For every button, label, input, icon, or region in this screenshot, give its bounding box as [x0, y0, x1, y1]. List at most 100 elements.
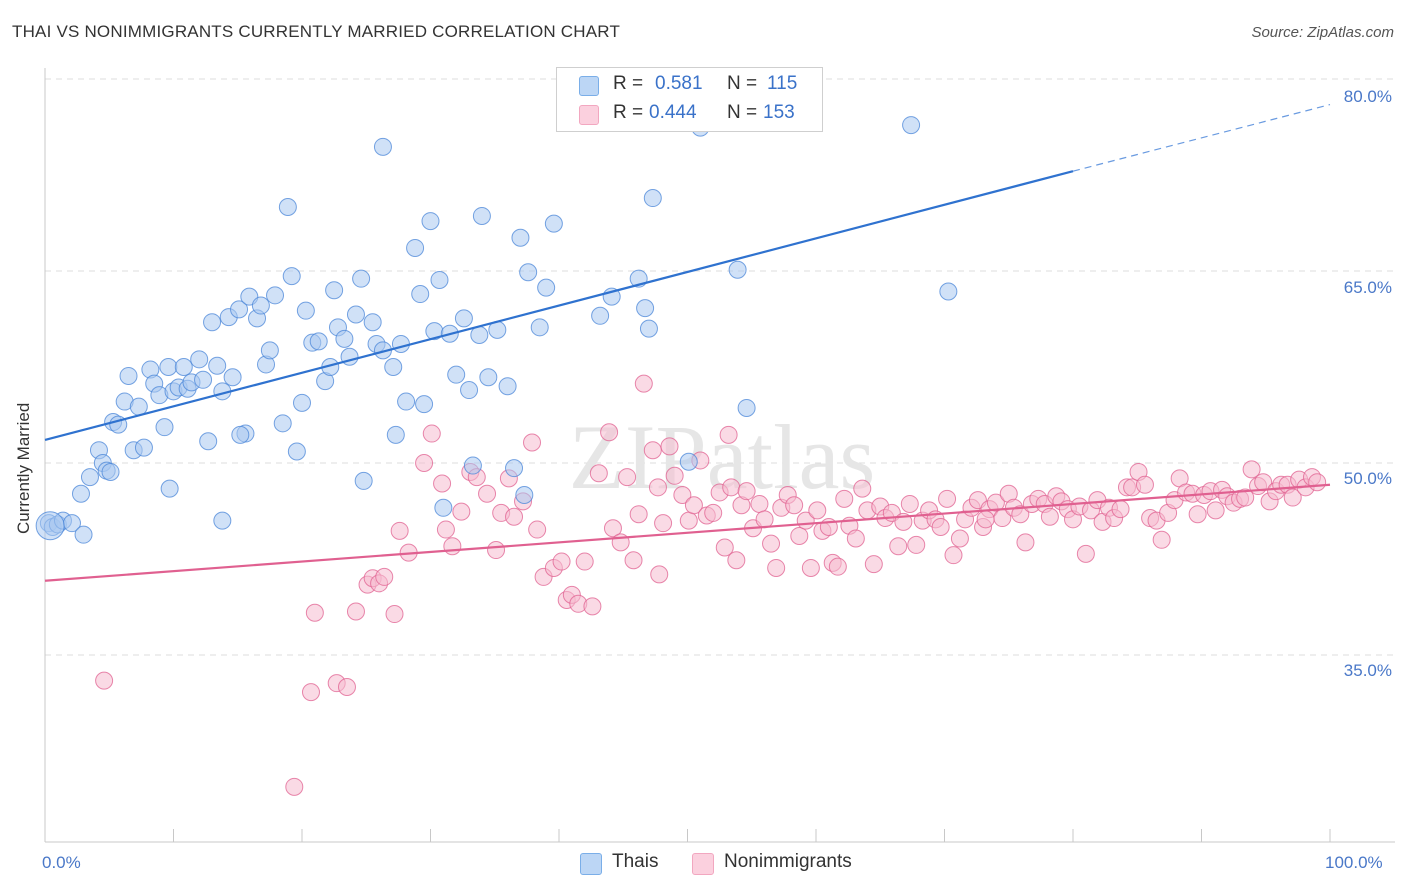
nonimmigrants-point: [790, 526, 809, 545]
nonimmigrants-point: [750, 494, 769, 513]
nonimmigrants-point: [853, 479, 872, 498]
trend-lines: [44, 104, 1331, 582]
thais-point: [354, 471, 373, 490]
thais-point: [479, 368, 498, 387]
nonimmigrants-point: [654, 514, 673, 533]
legend-label-thais: Thais: [612, 851, 659, 872]
nonimmigrants-point: [722, 478, 741, 497]
thais-point: [454, 309, 473, 328]
thais-trend-line: [44, 170, 1074, 442]
series-nonimmigrants: [95, 374, 1327, 796]
nonimmigrants-point: [715, 538, 734, 557]
thais-point: [74, 525, 93, 544]
thais-point: [80, 468, 99, 487]
thais-point: [902, 116, 921, 135]
nonimmigrants-point: [505, 507, 524, 526]
nonimmigrants-point: [650, 565, 669, 584]
nonimmigrants-point: [889, 537, 908, 556]
nonimmigrants-point: [624, 551, 643, 570]
thais-point: [346, 305, 365, 324]
thais-point: [544, 214, 563, 233]
y-tick-label: 80.0%: [1343, 87, 1392, 106]
nonimmigrants-point: [375, 567, 394, 586]
thais-point: [208, 356, 227, 375]
nonimmigrants-point: [900, 494, 919, 513]
thais-point: [251, 296, 270, 315]
thais-point: [472, 206, 491, 225]
thais-point: [434, 498, 453, 517]
legend-swatch-nonimmigrants: [692, 853, 714, 875]
r-value-thais: 0.581: [655, 73, 703, 94]
n-value-thais: 115: [767, 73, 798, 94]
nonimmigrants-point: [684, 496, 703, 515]
n-label: N =: [727, 102, 758, 123]
nonimmigrants-point: [337, 678, 356, 696]
nonimmigrants-point: [634, 374, 653, 393]
nonimmigrants-point: [846, 529, 865, 548]
nonimmigrants-point: [1206, 501, 1225, 520]
thais-point: [71, 484, 90, 503]
nonimmigrants-point: [767, 558, 786, 577]
nonimmigrants-point: [443, 537, 462, 556]
r-value-nonimmigrants: 0.444: [649, 102, 697, 123]
nonimmigrants-point: [390, 521, 409, 540]
nonimmigrants-point: [523, 433, 542, 452]
thais-point: [278, 198, 297, 216]
thais-point: [203, 313, 222, 332]
thais-point: [266, 286, 285, 305]
nonimmigrants-point: [907, 535, 926, 554]
thais-point: [296, 301, 315, 320]
nonimmigrants-point: [305, 603, 324, 622]
thais-point: [231, 425, 250, 444]
y-tick-label: 65.0%: [1343, 278, 1392, 297]
nonimmigrants-point: [452, 502, 471, 521]
nonimmigrants-point: [976, 510, 995, 529]
thais-trend-extension: [1072, 104, 1331, 172]
legend-swatch-thais: [580, 853, 602, 875]
thais-point: [213, 511, 232, 530]
nonimmigrants-point: [285, 777, 304, 796]
nonimmigrants-point: [600, 423, 619, 442]
nonimmigrants-point: [433, 474, 452, 493]
thais-point: [35, 511, 65, 541]
thais-point: [129, 397, 148, 416]
nonimmigrants-point: [785, 496, 804, 515]
nonimmigrants-point: [385, 605, 404, 624]
nonimmigrants-point: [648, 478, 667, 497]
legend-label-nonimmigrants: Nonimmigrants: [724, 851, 852, 872]
nonimmigrants-point: [755, 510, 774, 529]
nonimmigrants-point: [528, 520, 547, 539]
thais-point: [430, 270, 449, 289]
nonimmigrants-point: [1135, 475, 1154, 494]
nonimmigrants-point: [727, 551, 746, 570]
r-label: R =: [613, 73, 644, 94]
nonimmigrants-point: [1111, 500, 1130, 519]
thais-point: [421, 212, 440, 231]
thais-point: [511, 228, 530, 247]
thais-point: [287, 442, 306, 461]
thais-point: [591, 306, 610, 325]
nonimmigrants-point: [660, 437, 679, 456]
nonimmigrants-point: [1011, 505, 1030, 524]
thais-point: [384, 358, 403, 376]
nonimmigrants-point: [95, 671, 114, 690]
nonimmigrants-point: [575, 552, 594, 571]
nonimmigrants-point: [864, 555, 883, 574]
nonimmigrants-point: [1188, 505, 1207, 524]
thais-point: [460, 381, 479, 400]
thais-point: [515, 486, 534, 504]
thais-point: [373, 137, 392, 156]
y-tick-label: 50.0%: [1343, 469, 1392, 488]
nonimmigrants-point: [1016, 533, 1035, 552]
thais-point: [194, 370, 213, 389]
thais-point: [325, 281, 344, 300]
legend-row-nonimmigrants: R = 0.444 N = 153: [557, 100, 822, 130]
thais-point: [119, 366, 138, 385]
nonimmigrants-point: [828, 557, 847, 576]
nonimmigrants-point: [603, 519, 622, 538]
nonimmigrants-point: [1308, 473, 1327, 492]
thais-point: [643, 189, 662, 208]
nonimmigrants-point: [1283, 488, 1302, 507]
thais-point: [273, 414, 292, 433]
nonimmigrants-point: [552, 552, 571, 571]
